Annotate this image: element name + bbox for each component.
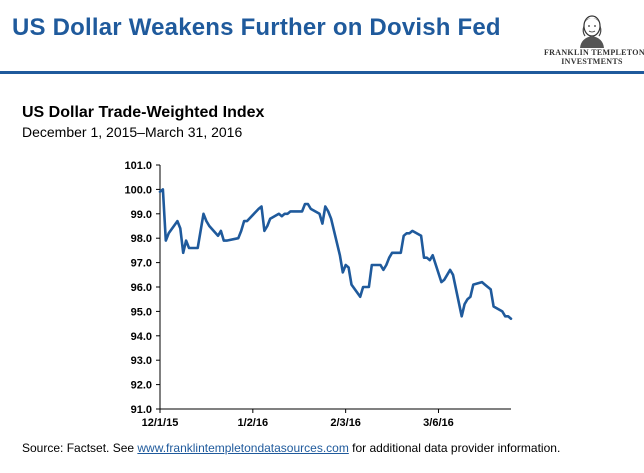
franklin-templeton-logo: FRANKLIN TEMPLETON INVESTMENTS	[544, 14, 644, 70]
y-tick-label: 95.0	[131, 306, 152, 318]
logo-line-1: FRANKLIN TEMPLETON	[544, 48, 644, 57]
logo-line-2: INVESTMENTS	[561, 57, 623, 66]
x-tick-label: 3/6/16	[423, 417, 454, 429]
x-tick-label: 2/3/16	[330, 417, 361, 429]
chart-title: US Dollar Trade-Weighted Index	[22, 104, 265, 121]
data-sources-link[interactable]: www.franklintempletondatasources.com	[137, 441, 349, 455]
series-line	[158, 188, 513, 320]
y-tick-label: 96.0	[131, 282, 152, 294]
x-tick-label: 1/2/16	[238, 417, 269, 429]
source-note: Source: Factset. See www.franklintemplet…	[22, 441, 560, 455]
source-prefix: Source: Factset. See	[22, 441, 138, 455]
page-title: US Dollar Weakens Further on Dovish Fed	[12, 14, 501, 41]
source-suffix: for additional data provider information…	[348, 441, 561, 455]
y-tick-label: 93.0	[131, 355, 152, 367]
y-tick-label: 98.0	[131, 233, 152, 245]
y-tick-label: 97.0	[131, 258, 152, 270]
y-tick-label: 91.0	[131, 404, 152, 416]
y-tick-label: 101.0	[124, 160, 152, 172]
x-tick-label: 12/1/15	[142, 417, 179, 429]
y-tick-label: 100.0	[124, 184, 152, 196]
y-tick-label: 99.0	[131, 209, 152, 221]
franklin-portrait-icon	[580, 15, 604, 48]
y-tick-label: 94.0	[131, 331, 152, 343]
chart-subtitle: December 1, 2015–March 31, 2016	[22, 124, 243, 140]
y-tick-label: 92.0	[131, 380, 152, 392]
header-divider	[0, 71, 644, 74]
line-chart: 91.0 92.0 93.0 94.0 95.0 96.0 97.0 98.0 99.0 100.…	[124, 160, 513, 429]
